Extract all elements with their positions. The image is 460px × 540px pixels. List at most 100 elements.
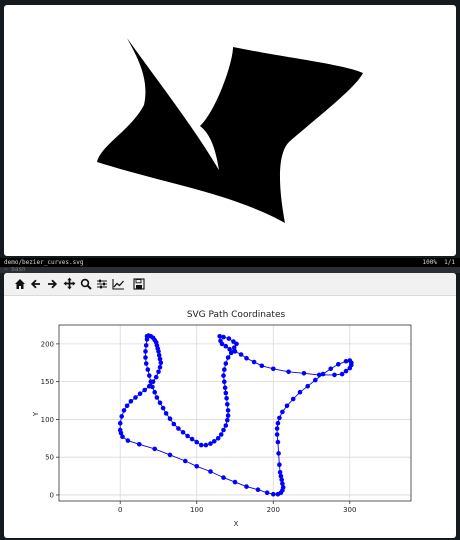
series-line <box>119 335 352 495</box>
data-point <box>225 402 230 407</box>
data-point <box>124 403 130 409</box>
data-point <box>255 487 261 492</box>
data-point <box>194 439 199 445</box>
status-page: 1/1 <box>444 259 455 266</box>
data-point <box>227 346 232 352</box>
data-point <box>176 426 181 431</box>
x-axis-label: X <box>234 520 239 528</box>
data-point <box>143 355 148 360</box>
rendered-bezier-shape <box>97 38 363 223</box>
grid <box>59 325 411 501</box>
floppy-disk-icon <box>132 277 145 290</box>
data-point <box>274 426 280 431</box>
data-point <box>152 446 157 452</box>
data-point <box>277 415 282 421</box>
arrow-right-icon <box>47 279 57 288</box>
zoom-button[interactable] <box>78 276 93 291</box>
plot-figure: SVG Path Coordinates 0 100 200 300 0 50 100 150… <box>32 310 412 528</box>
data-point <box>221 373 226 378</box>
data-point <box>225 413 231 418</box>
chart-title: SVG Path Coordinates <box>187 310 286 320</box>
data-point <box>145 367 151 372</box>
data-point <box>232 479 238 485</box>
series-points <box>117 333 354 497</box>
data-point <box>225 355 231 360</box>
data-point <box>343 359 349 364</box>
home-button[interactable] <box>12 276 27 291</box>
terminal-title: ~ bash <box>4 267 26 273</box>
data-point <box>222 379 227 384</box>
data-point <box>280 485 286 490</box>
data-point <box>234 341 239 347</box>
data-point <box>180 430 186 435</box>
y-tick-label: 0 <box>50 491 54 499</box>
data-point <box>152 389 157 395</box>
data-point <box>189 436 195 442</box>
data-point <box>280 409 285 415</box>
data-point <box>225 417 230 423</box>
data-point <box>280 481 285 486</box>
data-point <box>143 343 149 348</box>
data-point <box>218 432 224 437</box>
data-point <box>275 439 281 445</box>
data-point <box>221 475 226 480</box>
data-point <box>297 389 303 395</box>
data-point <box>232 349 238 354</box>
x-tick-label: 200 <box>267 506 280 514</box>
data-point <box>244 484 249 489</box>
data-point <box>276 451 281 456</box>
data-point <box>277 462 282 467</box>
data-point <box>208 441 213 446</box>
navigation-toolbar <box>4 273 456 296</box>
data-point <box>185 433 190 439</box>
figure-window: SVG Path Coordinates 0 100 200 300 0 50 100 150… <box>4 273 456 538</box>
data-point <box>222 385 228 390</box>
data-point <box>118 430 124 436</box>
data-point <box>343 368 349 374</box>
data-point <box>142 387 147 393</box>
y-tick-label: 100 <box>41 416 54 424</box>
data-point <box>223 361 229 366</box>
data-point <box>156 349 161 354</box>
home-icon <box>14 278 25 289</box>
data-point <box>218 338 223 344</box>
save-button[interactable] <box>131 276 146 291</box>
pan-button[interactable] <box>62 276 77 291</box>
data-point <box>320 371 326 377</box>
magnifier-icon <box>80 278 92 290</box>
data-point <box>339 371 345 377</box>
x-tick-label: 100 <box>190 506 203 514</box>
svg-image-viewer <box>4 5 456 256</box>
data-point <box>224 396 229 401</box>
data-point <box>228 350 234 356</box>
data-point <box>231 345 237 350</box>
data-point <box>171 421 177 427</box>
chart-line-icon <box>112 278 124 290</box>
data-point <box>144 337 150 342</box>
edit-axes-button[interactable] <box>111 276 126 291</box>
data-point <box>223 390 229 396</box>
data-point <box>316 372 322 378</box>
configure-subplots-button[interactable] <box>94 276 109 291</box>
data-point <box>286 369 291 375</box>
data-point <box>208 469 213 474</box>
data-point <box>137 442 142 447</box>
data-point <box>332 372 337 378</box>
viewer-status-bar: demo/bezier_curves.svg 100% 1/1 <box>0 258 460 267</box>
data-point <box>226 336 232 341</box>
data-point <box>225 408 231 413</box>
data-point <box>167 452 173 458</box>
data-point <box>274 432 280 437</box>
arrow-left-icon <box>30 279 40 288</box>
y-tick-label: 200 <box>41 340 54 348</box>
data-point <box>156 352 162 358</box>
x-tick-label: 300 <box>343 506 356 514</box>
data-point <box>217 334 222 339</box>
data-point <box>212 439 217 444</box>
back-button[interactable] <box>28 276 43 291</box>
x-tick-label: 0 <box>118 506 122 514</box>
data-point <box>133 395 138 400</box>
forward-button[interactable] <box>44 276 59 291</box>
y-axis-label: Y <box>32 411 40 417</box>
data-point <box>150 384 155 390</box>
